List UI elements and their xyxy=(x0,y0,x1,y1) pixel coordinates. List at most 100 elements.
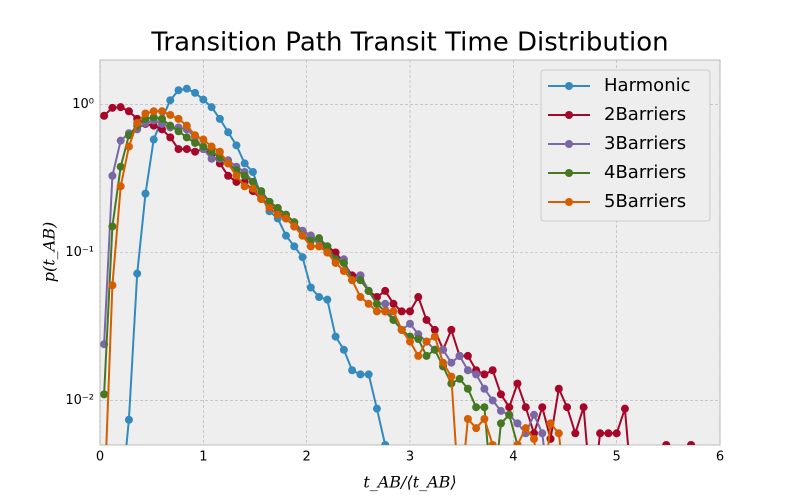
data-point xyxy=(397,307,406,316)
data-point xyxy=(199,142,208,151)
data-point xyxy=(323,242,332,251)
series-line xyxy=(103,116,519,445)
data-point xyxy=(158,107,166,116)
legend-label: 4Barriers xyxy=(604,162,686,183)
data-point xyxy=(339,266,348,275)
data-point xyxy=(323,295,332,304)
data-point xyxy=(124,131,133,140)
data-point xyxy=(662,441,671,445)
y-tick-label: 10⁰ xyxy=(72,97,94,112)
data-point xyxy=(265,203,274,212)
data-point xyxy=(182,84,191,93)
data-point xyxy=(414,293,423,302)
data-point xyxy=(381,286,390,295)
data-point xyxy=(364,286,373,295)
data-point xyxy=(356,293,365,302)
data-point xyxy=(472,403,481,412)
legend-label: 2Barriers xyxy=(604,104,686,125)
data-point xyxy=(414,335,423,344)
data-point xyxy=(480,414,489,423)
data-point xyxy=(488,366,497,375)
data-point xyxy=(232,171,241,180)
data-point xyxy=(315,234,324,243)
data-point xyxy=(447,358,456,367)
data-point xyxy=(372,299,381,308)
data-point xyxy=(215,147,224,156)
data-point xyxy=(430,345,439,354)
data-point xyxy=(290,242,299,251)
data-point xyxy=(480,370,489,379)
data-point xyxy=(554,429,563,438)
data-point xyxy=(348,366,357,375)
data-point xyxy=(166,133,175,142)
data-point xyxy=(282,214,290,223)
data-point xyxy=(372,307,381,316)
data-point xyxy=(100,390,109,399)
data-point xyxy=(166,96,175,105)
data-point xyxy=(191,131,200,140)
y-tick-label: 10⁻¹ xyxy=(65,245,94,260)
data-point xyxy=(224,171,233,180)
data-point xyxy=(224,159,233,168)
data-point xyxy=(604,429,613,438)
data-point xyxy=(364,370,373,379)
data-point xyxy=(430,325,439,334)
data-point xyxy=(389,307,398,316)
data-point xyxy=(100,111,109,120)
data-point xyxy=(331,258,340,267)
data-point xyxy=(430,332,439,341)
data-point xyxy=(306,283,315,292)
data-point xyxy=(455,374,464,383)
data-point xyxy=(480,403,489,412)
data-point xyxy=(298,253,307,262)
data-point xyxy=(447,372,456,381)
data-point xyxy=(406,337,414,346)
data-point xyxy=(406,319,414,328)
data-point xyxy=(463,384,472,393)
data-point xyxy=(439,345,448,354)
chart-title: Transition Path Transit Time Distributio… xyxy=(150,28,668,58)
data-point xyxy=(414,351,423,360)
data-point xyxy=(257,187,266,196)
data-point xyxy=(422,351,431,360)
data-point xyxy=(463,351,472,360)
data-point xyxy=(133,269,142,278)
data-point xyxy=(356,276,365,285)
data-point xyxy=(257,194,266,203)
data-point xyxy=(488,441,497,445)
data-point xyxy=(505,403,514,412)
data-point xyxy=(381,307,390,316)
data-point xyxy=(480,384,489,393)
data-point xyxy=(240,171,249,180)
data-point xyxy=(174,86,183,95)
data-point xyxy=(182,133,191,142)
x-tick-label: 0 xyxy=(96,450,104,465)
data-point xyxy=(149,135,158,144)
data-point xyxy=(530,410,538,419)
data-point xyxy=(439,358,448,367)
data-point xyxy=(538,429,547,438)
data-point xyxy=(116,136,125,145)
data-point xyxy=(240,182,249,191)
data-point xyxy=(273,210,282,219)
y-axis-label: p(t_AB) xyxy=(40,222,59,282)
data-point xyxy=(505,410,514,419)
data-point xyxy=(207,142,216,151)
data-point xyxy=(108,222,117,231)
data-point xyxy=(248,184,257,193)
legend-label: Harmonic xyxy=(604,75,691,96)
legend-marker xyxy=(565,82,573,90)
data-point xyxy=(215,114,224,123)
data-point xyxy=(298,231,307,240)
x-tick-label: 5 xyxy=(613,450,621,465)
data-point xyxy=(174,145,183,154)
data-point xyxy=(546,419,555,428)
data-point xyxy=(455,351,464,360)
y-tick-label: 10⁻² xyxy=(65,393,94,408)
data-point xyxy=(348,276,357,285)
data-point xyxy=(579,403,588,412)
data-point xyxy=(372,404,381,413)
legend-label: 3Barriers xyxy=(604,133,686,154)
data-point xyxy=(248,177,257,186)
data-point xyxy=(149,113,158,122)
